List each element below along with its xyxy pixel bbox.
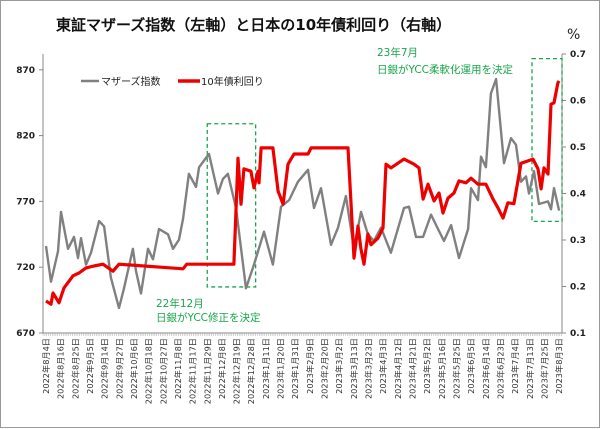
- annotation-jul2023-line1: 23年7月: [377, 46, 418, 59]
- x-tick-label: 2023年3月23日: [364, 338, 374, 399]
- x-tick-label: 2022年11月17日: [188, 338, 198, 404]
- x-tick-label: 2023年4月21日: [408, 338, 418, 399]
- annotation-dec2022-line2: 日銀がYCC修正を決定: [156, 311, 261, 324]
- x-tick-label: 2022年10月18日: [144, 338, 154, 404]
- right-tick-label: 0.5: [570, 143, 586, 153]
- x-tick-label: 2023年1月31日: [290, 338, 300, 399]
- annotation-boxes: [206, 58, 563, 288]
- series-line-mothers: [44, 77, 561, 310]
- series-line-jgb10y: [45, 80, 561, 306]
- x-tick-label: 2023年6月14日: [481, 338, 491, 399]
- legend-label-jgb10y: 10年債利回り: [201, 75, 264, 88]
- annotation-jul2023-line2: 日銀がYCC柔軟化運用を決定: [377, 63, 514, 76]
- left-tick-label: 720: [16, 263, 35, 273]
- annotation-dec2022-line1: 22年12月: [156, 297, 204, 310]
- x-tick-label: 2023年7月13日: [525, 338, 535, 399]
- x-tick-label: 2022年8月16日: [56, 338, 66, 399]
- x-tick-label: 2022年9月5日: [85, 338, 95, 394]
- x-tick-label: 2023年4月12日: [393, 338, 403, 399]
- x-tick-label: 2023年3月2日: [334, 338, 344, 394]
- annotation-box-dec2022: [206, 123, 257, 288]
- x-tick-label: 2023年8月3日: [554, 338, 564, 394]
- x-tick-label: 2023年5月2日: [422, 338, 432, 394]
- series-lines: [44, 77, 561, 310]
- x-tick-label: 2023年2月9日: [305, 338, 315, 394]
- right-tick-label: 0.3: [570, 236, 586, 246]
- x-tick-label: 2022年8月4日: [41, 338, 51, 394]
- x-tick-label: 2022年12月8日: [217, 338, 227, 399]
- right-tick-label: 0.1: [570, 329, 586, 339]
- left-tick-label: 770: [16, 197, 35, 207]
- left-tick-label: 820: [16, 132, 35, 142]
- x-tick-label: 2022年11月29日: [202, 338, 212, 404]
- x-tick-label: 2022年12月28日: [246, 338, 256, 404]
- left-tick-label: 870: [16, 66, 35, 76]
- x-tick-label: 2023年3月13日: [349, 338, 359, 399]
- x-tick-label: 2023年1月11日: [261, 338, 271, 399]
- x-tick-label: 2022年9月27日: [114, 338, 124, 399]
- right-tick-label: 0.7: [570, 50, 586, 60]
- x-tick-label: 2022年9月14日: [100, 338, 110, 399]
- x-tick-label: 2022年11月8日: [173, 338, 183, 399]
- x-tick-label: 2022年10月27日: [158, 338, 168, 404]
- axes: 670 720 770 820 870 0.1 0.2 0.3 0.4 0.5 0.6 0.7 2022…: [16, 50, 586, 404]
- x-tick-label: 2023年7月25日: [539, 338, 549, 399]
- x-tick-label: 2023年6月23日: [495, 338, 505, 399]
- x-tick-label: 2022年10月6日: [129, 338, 139, 399]
- x-tick-label: 2022年8月25日: [70, 338, 80, 399]
- x-tick-label: 2022年12月19日: [232, 338, 242, 404]
- right-tick-label: 0.4: [570, 190, 586, 200]
- legend-label-mothers: マザーズ指数: [101, 75, 161, 88]
- chart-title: 東証マザーズ指数（左軸）と日本の10年債利回り（右軸）: [56, 16, 451, 34]
- x-tick-label: 2023年5月16日: [437, 338, 447, 399]
- right-axis-unit: %: [567, 27, 580, 43]
- x-tick-label: 2023年5月25日: [451, 338, 461, 399]
- annotation-box-jul2023: [531, 58, 563, 223]
- x-tick-label: 2023年6月5日: [466, 338, 476, 394]
- x-tick-label: 2023年4月3日: [378, 338, 388, 394]
- left-tick-label: 670: [16, 329, 35, 339]
- right-tick-label: 0.2: [570, 283, 586, 293]
- legend: マザーズ指数 10年債利回り: [81, 75, 264, 88]
- x-tick-label: 2023年2月20日: [320, 338, 330, 399]
- right-tick-label: 0.6: [570, 97, 586, 107]
- x-tick-label: 2023年7月4日: [510, 338, 520, 394]
- x-tick-label: 2023年1月20日: [276, 338, 286, 399]
